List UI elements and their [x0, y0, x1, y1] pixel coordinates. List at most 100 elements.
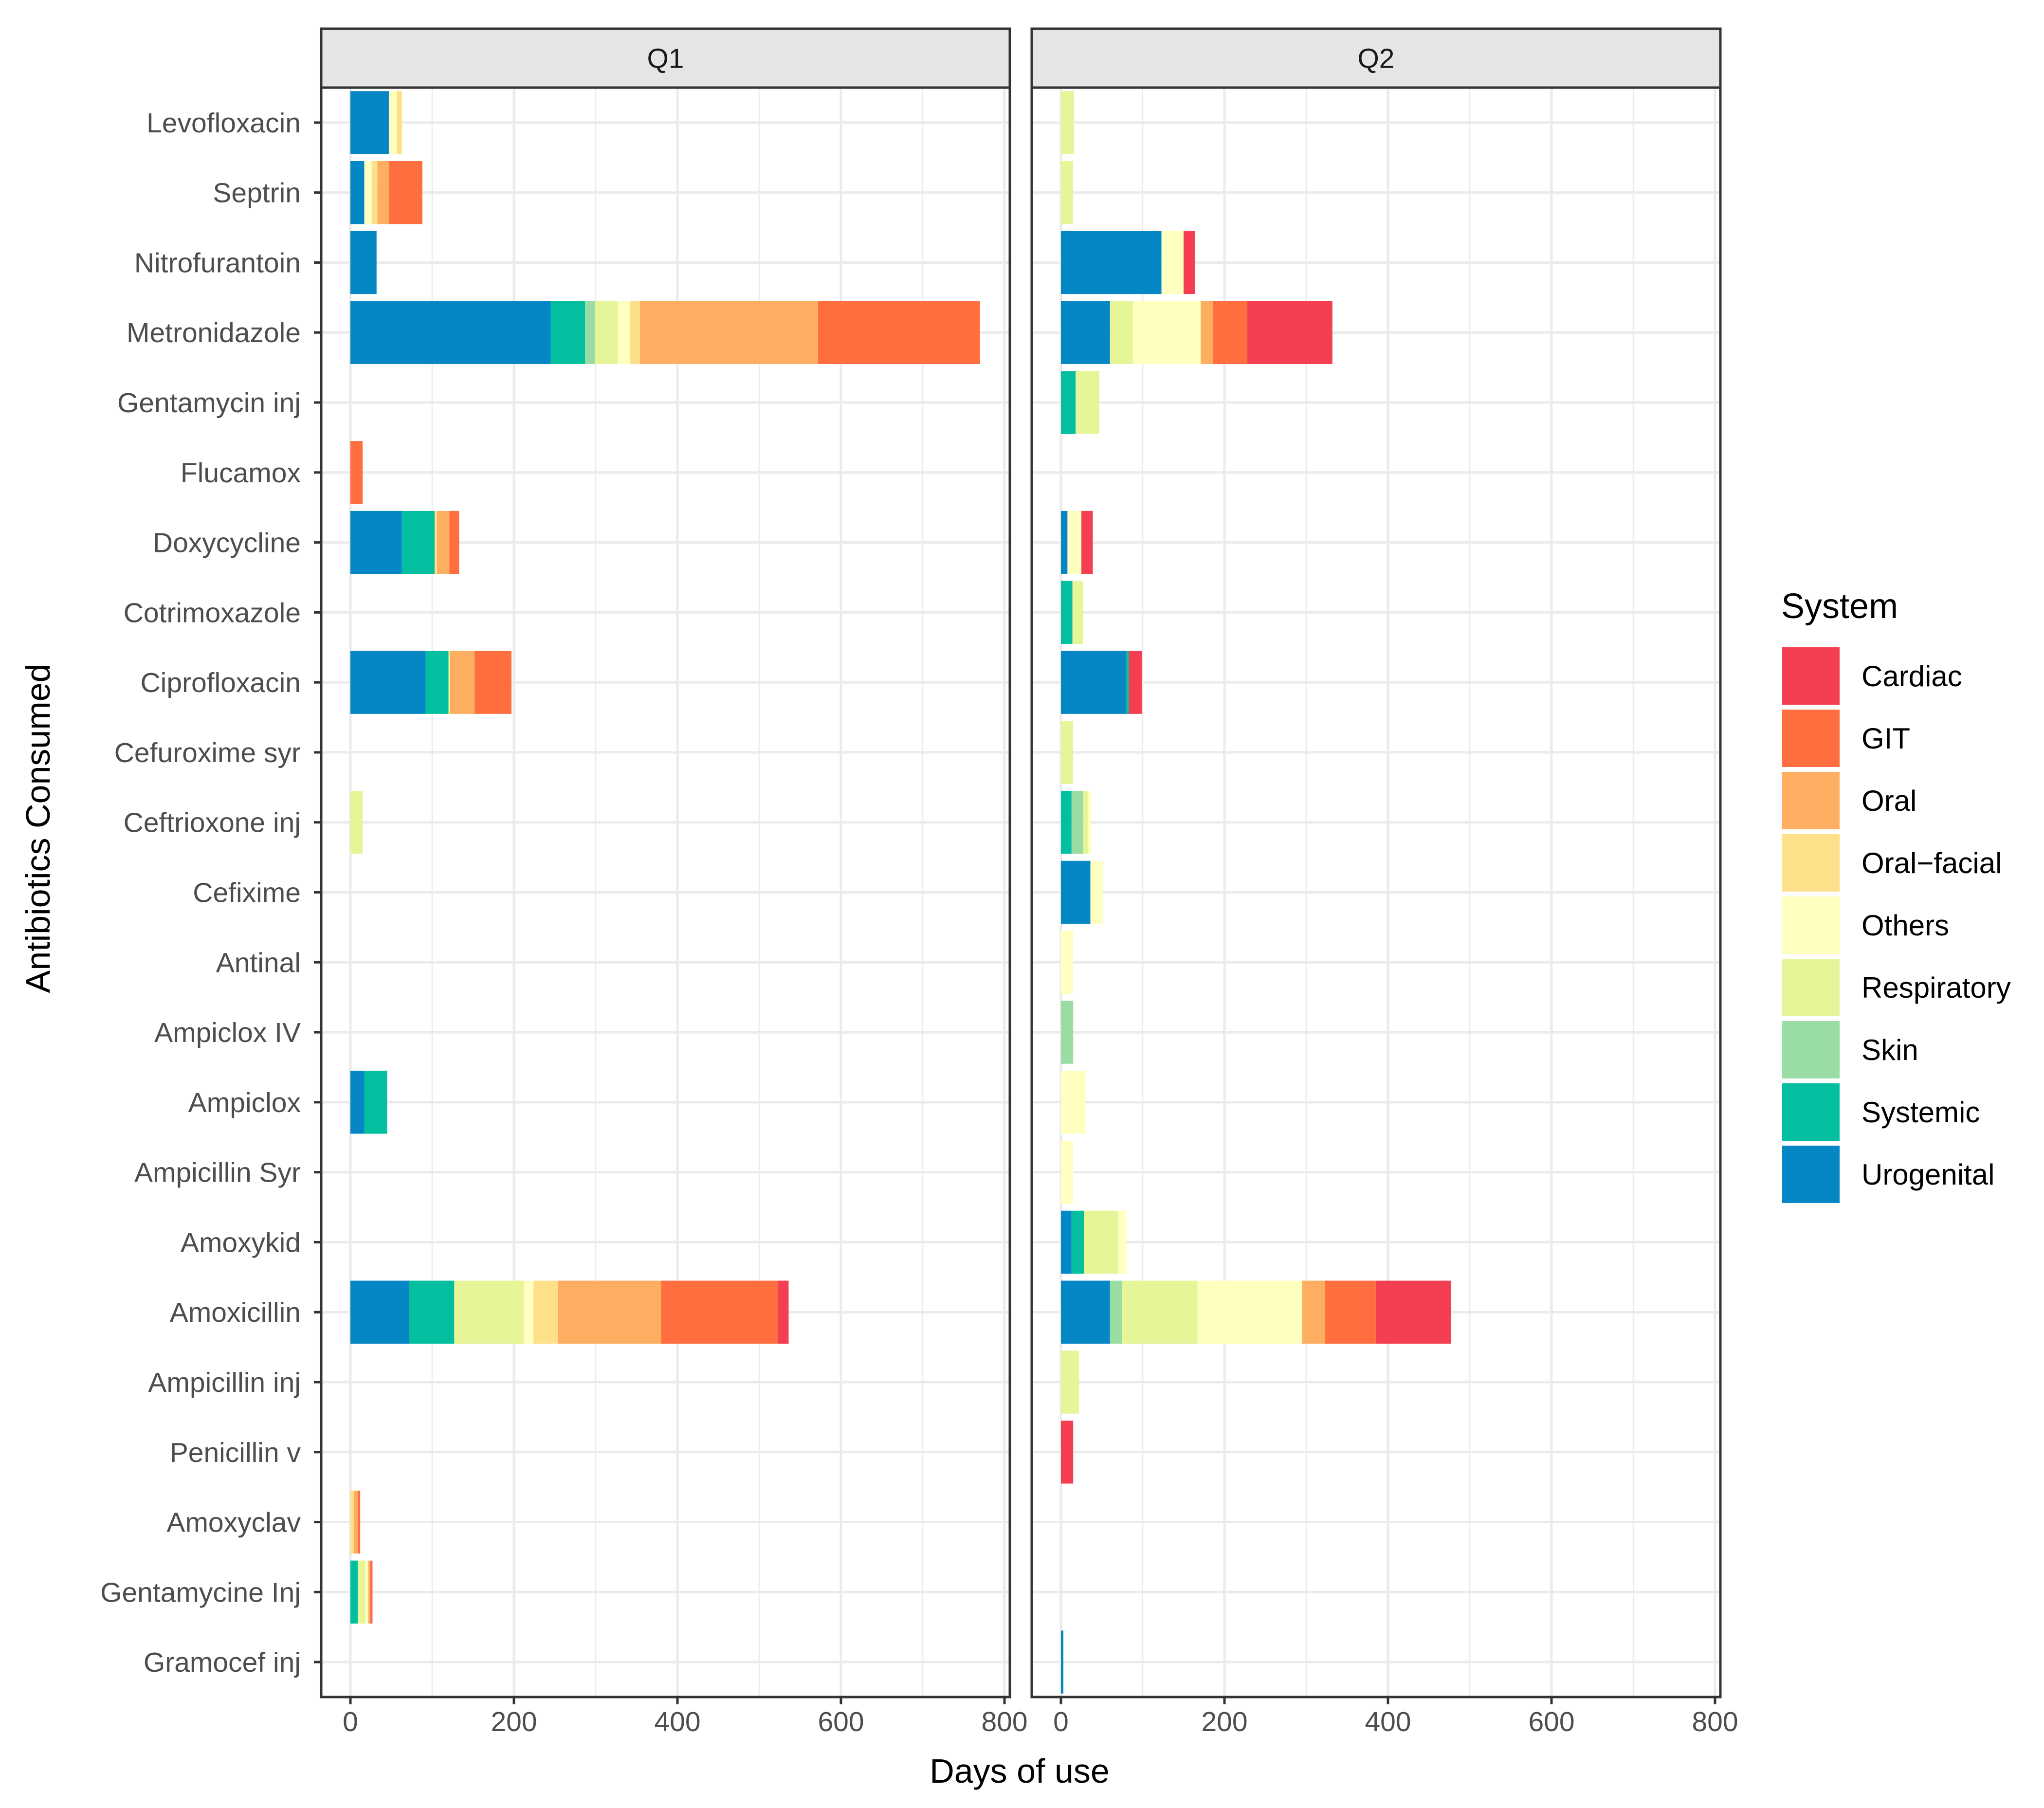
x-axis-title: Days of use	[930, 1752, 1110, 1790]
bar-ciprofloxacin-respiratory	[448, 651, 450, 714]
x-axis-q2: 0 200 400 600 800	[1053, 1697, 1738, 1737]
y-tick-label: Gentamycine Inj	[100, 1577, 301, 1608]
panel-q2: Q2	[1030, 27, 1722, 1698]
y-tick-label: Flucamox	[181, 457, 301, 489]
x-tick-label: 600	[1528, 1706, 1574, 1737]
bars	[1061, 91, 1451, 1694]
y-tick-label: Cefixime	[193, 877, 301, 909]
legend-label: GIT	[1862, 722, 1910, 755]
y-tick-label: Metronidazole	[127, 317, 301, 348]
legend-label: Urogenital	[1862, 1158, 1995, 1191]
bar-amoxykid-systemic	[1071, 1210, 1084, 1274]
bar-gramocef-inj-urogenital	[1061, 1630, 1064, 1694]
y-tick-label: Nitrofurantoin	[134, 247, 301, 278]
bar-amoxicillin-cardiac	[778, 1280, 789, 1344]
y-tick-label: Ceftrioxone inj	[124, 807, 301, 839]
x-tick-label: 400	[654, 1706, 700, 1737]
y-axis: Levofloxacin Septrin Nitrofurantoin Metroni…	[100, 108, 321, 1678]
y-tick-label: Amoxykid	[181, 1227, 301, 1258]
legend-label: Systemic	[1862, 1096, 1980, 1129]
y-tick-label: Gramocef inj	[144, 1647, 301, 1678]
bar-metronidazole-cardiac	[1247, 301, 1332, 364]
y-tick-label: Penicillin v	[170, 1437, 301, 1468]
legend: System Cardiac GIT Oral Oral−facial Others Res…	[1781, 587, 2011, 1203]
bar-ceftrioxone-inj-respiratory	[350, 791, 363, 854]
legend-key-cardiac	[1782, 647, 1840, 705]
bar-ampiclox-systemic	[364, 1071, 387, 1134]
y-tick-label: Gentamycin inj	[117, 387, 301, 419]
bar-levofloxacin-oral-facial	[397, 91, 402, 154]
legend-key-others	[1782, 896, 1840, 954]
bar-ampiclox-urogenital	[350, 1071, 365, 1134]
y-axis-title: Antibiotics Consumed	[19, 664, 57, 993]
bar-ampiclox-others	[1061, 1071, 1086, 1134]
bars	[350, 91, 980, 1624]
legend-label: Skin	[1862, 1034, 1918, 1066]
y-tick-label: Ampicillin Syr	[134, 1157, 301, 1188]
bar-gentamycin-inj-systemic	[1061, 371, 1076, 434]
bar-doxycycline-urogenital	[1061, 511, 1068, 574]
bar-doxycycline-cardiac	[1081, 511, 1093, 574]
bar-ciprofloxacin-git	[474, 651, 511, 714]
y-tick-label: Doxycycline	[153, 528, 301, 559]
bar-amoxicillin-oral	[1302, 1280, 1325, 1344]
bar-metronidazole-systemic	[550, 301, 585, 364]
bar-septrin-oral	[377, 161, 389, 224]
x-tick-label: 200	[1201, 1706, 1247, 1737]
facet-strip	[320, 27, 1011, 89]
x-tick-label: 800	[1692, 1706, 1738, 1737]
bar-gentamycine-inj-respiratory	[358, 1560, 365, 1624]
bar-metronidazole-respiratory	[595, 301, 618, 364]
legend-label: Cardiac	[1862, 660, 1962, 693]
bar-amoxicillin-git	[661, 1280, 778, 1344]
bar-amoxicillin-git	[1325, 1280, 1376, 1344]
bar-ceftrioxone-inj-others	[1088, 791, 1092, 854]
legend-key-git	[1782, 710, 1840, 767]
y-tick-label: Cotrimoxazole	[124, 597, 301, 628]
bar-ciprofloxacin-systemic	[1126, 651, 1129, 714]
bar-doxycycline-oral	[437, 511, 450, 574]
panel-q1: Q1	[320, 27, 1011, 1698]
bar-doxycycline-urogenital	[350, 511, 402, 574]
legend-key-skin	[1782, 1021, 1840, 1078]
bar-ciprofloxacin-urogenital	[1061, 651, 1127, 714]
y-tick-label: Antinal	[216, 947, 301, 978]
legend-label: Others	[1862, 909, 1949, 942]
legend-key-respiratory	[1782, 959, 1840, 1016]
bar-gentamycine-inj-cardiac	[371, 1560, 373, 1624]
bar-metronidazole-respiratory	[1110, 301, 1133, 364]
x-tick-label: 400	[1365, 1706, 1411, 1737]
bar-metronidazole-urogenital	[1061, 301, 1110, 364]
bar-amoxykid-respiratory	[1084, 1210, 1118, 1274]
bar-amoxicillin-respiratory	[454, 1280, 524, 1344]
x-axis-q1: 0 200 400 600 800	[343, 1697, 1028, 1737]
legend-key-urogenital	[1782, 1146, 1840, 1203]
x-tick-label: 0	[1053, 1706, 1069, 1737]
bar-ceftrioxone-inj-skin	[1071, 791, 1083, 854]
bar-metronidazole-oral	[639, 301, 818, 364]
bar-septrin-urogenital	[350, 161, 365, 224]
bar-doxycycline-oral-facial	[435, 511, 438, 574]
bar-metronidazole-others	[618, 301, 630, 364]
bar-septrin-respiratory	[1061, 161, 1074, 224]
bar-metronidazole-oral	[1201, 301, 1213, 364]
legend-key-oral-facial	[1782, 834, 1840, 892]
bar-amoxicillin-urogenital	[350, 1280, 409, 1344]
bar-amoxyclav-git	[358, 1490, 361, 1554]
bar-nitrofurantoin-others	[1161, 231, 1184, 294]
bar-gentamycine-inj-git	[370, 1560, 372, 1624]
bar-gentamycine-inj-oral	[368, 1560, 370, 1624]
legend-key-systemic	[1782, 1083, 1840, 1141]
panel-border	[1030, 86, 1722, 1698]
y-tick-label: Levofloxacin	[146, 108, 301, 139]
bar-amoxykid-others	[1118, 1210, 1127, 1274]
bar-metronidazole-oral-facial	[630, 301, 640, 364]
y-tick-label: Amoxicillin	[170, 1297, 301, 1328]
bar-doxycycline-git	[449, 511, 459, 574]
bar-doxycycline-others	[1067, 511, 1081, 574]
bar-septrin-others	[364, 161, 372, 224]
bar-cefixime-others	[1090, 860, 1103, 924]
bar-ampicillin-syr-others	[1061, 1140, 1074, 1204]
x-tick-label: 600	[818, 1706, 864, 1737]
y-tick-label: Ampicillin inj	[148, 1367, 301, 1398]
